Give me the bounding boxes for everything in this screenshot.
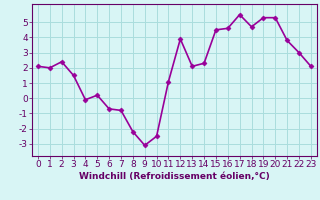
X-axis label: Windchill (Refroidissement éolien,°C): Windchill (Refroidissement éolien,°C) <box>79 172 270 181</box>
